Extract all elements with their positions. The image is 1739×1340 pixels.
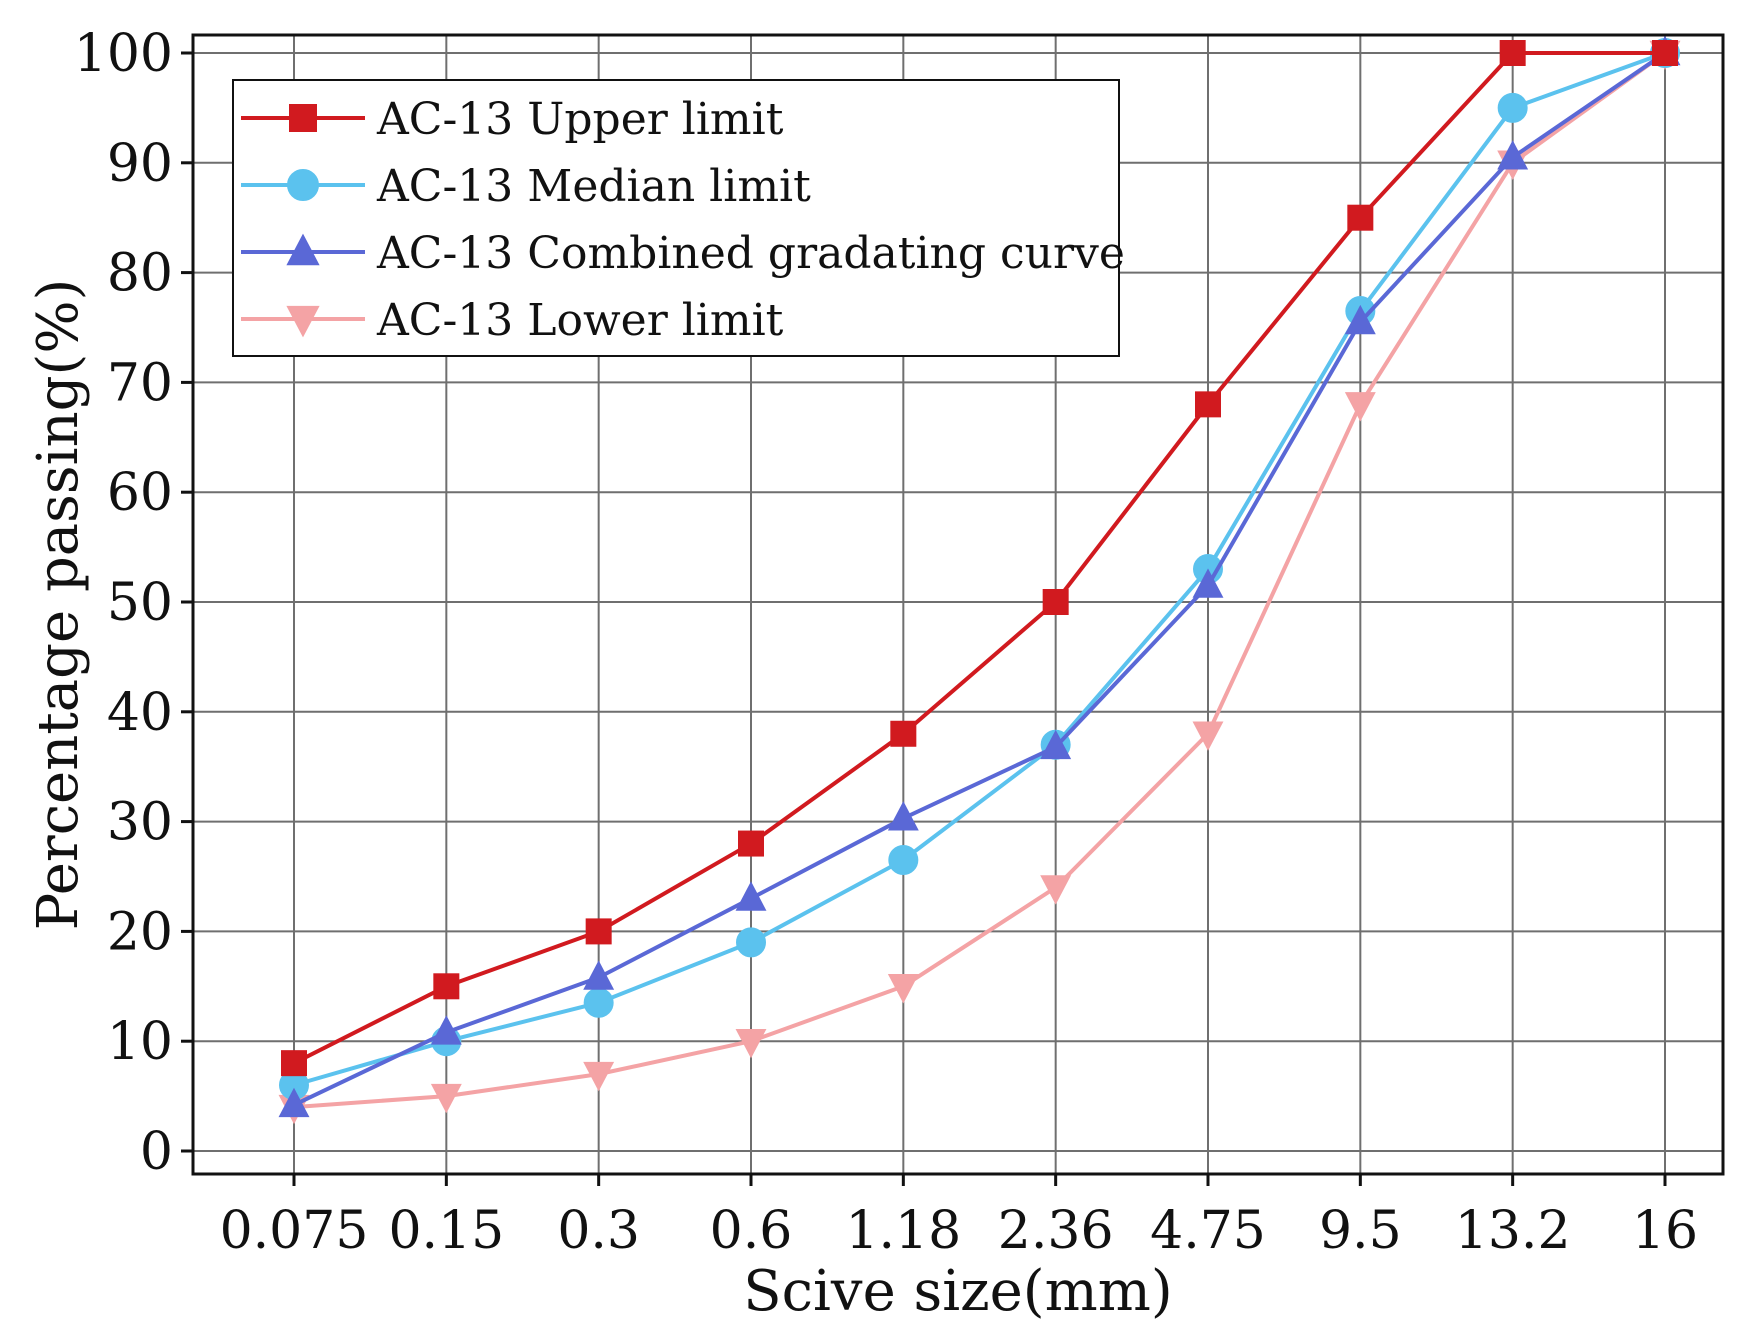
data-point bbox=[736, 927, 766, 958]
x-tick-label: 9.5 bbox=[1319, 1201, 1402, 1261]
plot-area-frame bbox=[191, 33, 1725, 1176]
y-axis-title: Percentage passing(%) bbox=[26, 279, 91, 931]
data-point bbox=[585, 918, 612, 945]
x-tick-label: 4.75 bbox=[1150, 1201, 1266, 1261]
data-point bbox=[1497, 140, 1529, 170]
y-tick-label: 0 bbox=[140, 1122, 173, 1182]
data-point bbox=[735, 881, 767, 911]
data-point bbox=[1195, 391, 1221, 418]
y-tick-label: 20 bbox=[107, 902, 173, 962]
x-tick-label: 1.18 bbox=[845, 1201, 961, 1261]
legend-marker bbox=[289, 104, 317, 132]
data-point bbox=[583, 1061, 615, 1092]
legend-marker bbox=[286, 233, 320, 266]
x-tick-label: 16 bbox=[1632, 1201, 1698, 1261]
data-point bbox=[1344, 392, 1376, 422]
data-point bbox=[1497, 92, 1528, 123]
legend-marker bbox=[287, 169, 319, 201]
data-point bbox=[430, 1015, 462, 1045]
x-tick-label: 0.3 bbox=[557, 1201, 640, 1261]
data-point bbox=[1192, 568, 1224, 598]
legend-label: AC-13 Lower limit bbox=[376, 295, 784, 346]
legend-item: AC-13 Combined gradating curve bbox=[241, 228, 1125, 279]
series-line bbox=[293, 51, 1666, 1088]
y-tick-label: 80 bbox=[107, 244, 173, 304]
y-tick-label: 40 bbox=[107, 683, 173, 743]
data-point bbox=[1344, 304, 1376, 335]
data-point bbox=[738, 830, 764, 857]
data-point bbox=[735, 1028, 767, 1059]
x-tick-label: 2.36 bbox=[998, 1201, 1114, 1261]
data-point bbox=[1347, 204, 1374, 231]
y-tick-label: 90 bbox=[107, 134, 173, 194]
data-point bbox=[890, 720, 917, 747]
legend-label: AC-13 Upper limit bbox=[376, 94, 784, 145]
y-tick-label: 100 bbox=[74, 24, 173, 84]
data-point bbox=[887, 974, 919, 1004]
legend-marker bbox=[286, 305, 320, 338]
y-tick-label: 60 bbox=[107, 463, 173, 523]
legend-label: AC-13 Combined gradating curve bbox=[376, 228, 1125, 279]
data-point bbox=[887, 801, 919, 831]
data-point bbox=[1042, 589, 1069, 615]
data-point bbox=[1652, 40, 1678, 66]
x-tick-label: 0.075 bbox=[220, 1201, 369, 1261]
x-tick-label: 0.15 bbox=[388, 1201, 504, 1261]
axis-ticks: 0.075 0.15 0.3 0.6 1.18 2.36 4.75 9.5 13.2 16 0 10 2… bbox=[74, 24, 1698, 1261]
data-point bbox=[1499, 40, 1526, 66]
series-line bbox=[293, 51, 1667, 1107]
data-point bbox=[1040, 875, 1072, 905]
data-point bbox=[583, 987, 614, 1018]
data-point bbox=[433, 973, 460, 1000]
series-line bbox=[293, 51, 1667, 1110]
legend-item: AC-13 Upper limit bbox=[241, 94, 784, 145]
x-axis-title: Scive size(mm) bbox=[743, 1259, 1172, 1324]
legend: AC-13 Upper limit AC-13 Median limit AC-13… bbox=[232, 79, 1125, 357]
y-tick-label: 30 bbox=[107, 793, 173, 853]
legend-box bbox=[232, 79, 1120, 357]
y-tick-label: 70 bbox=[107, 353, 173, 413]
x-tick-label: 13.2 bbox=[1455, 1201, 1571, 1261]
data-point bbox=[1192, 721, 1224, 751]
data-point bbox=[583, 960, 615, 990]
data-point bbox=[888, 845, 919, 876]
legend-item: AC-13 Median limit bbox=[241, 161, 811, 212]
legend-item: AC-13 Lower limit bbox=[241, 295, 784, 346]
data-point bbox=[278, 1087, 310, 1118]
data-point bbox=[281, 1050, 307, 1077]
data-point bbox=[1040, 729, 1072, 760]
y-tick-label: 10 bbox=[107, 1012, 173, 1072]
series-1 bbox=[281, 40, 1678, 1077]
x-tick-label: 0.6 bbox=[710, 1201, 793, 1261]
data-point bbox=[430, 1083, 462, 1114]
series-line bbox=[293, 51, 1665, 1065]
legend-label: AC-13 Median limit bbox=[376, 161, 811, 212]
y-tick-label: 50 bbox=[107, 573, 173, 633]
series-layer bbox=[278, 35, 1681, 1125]
